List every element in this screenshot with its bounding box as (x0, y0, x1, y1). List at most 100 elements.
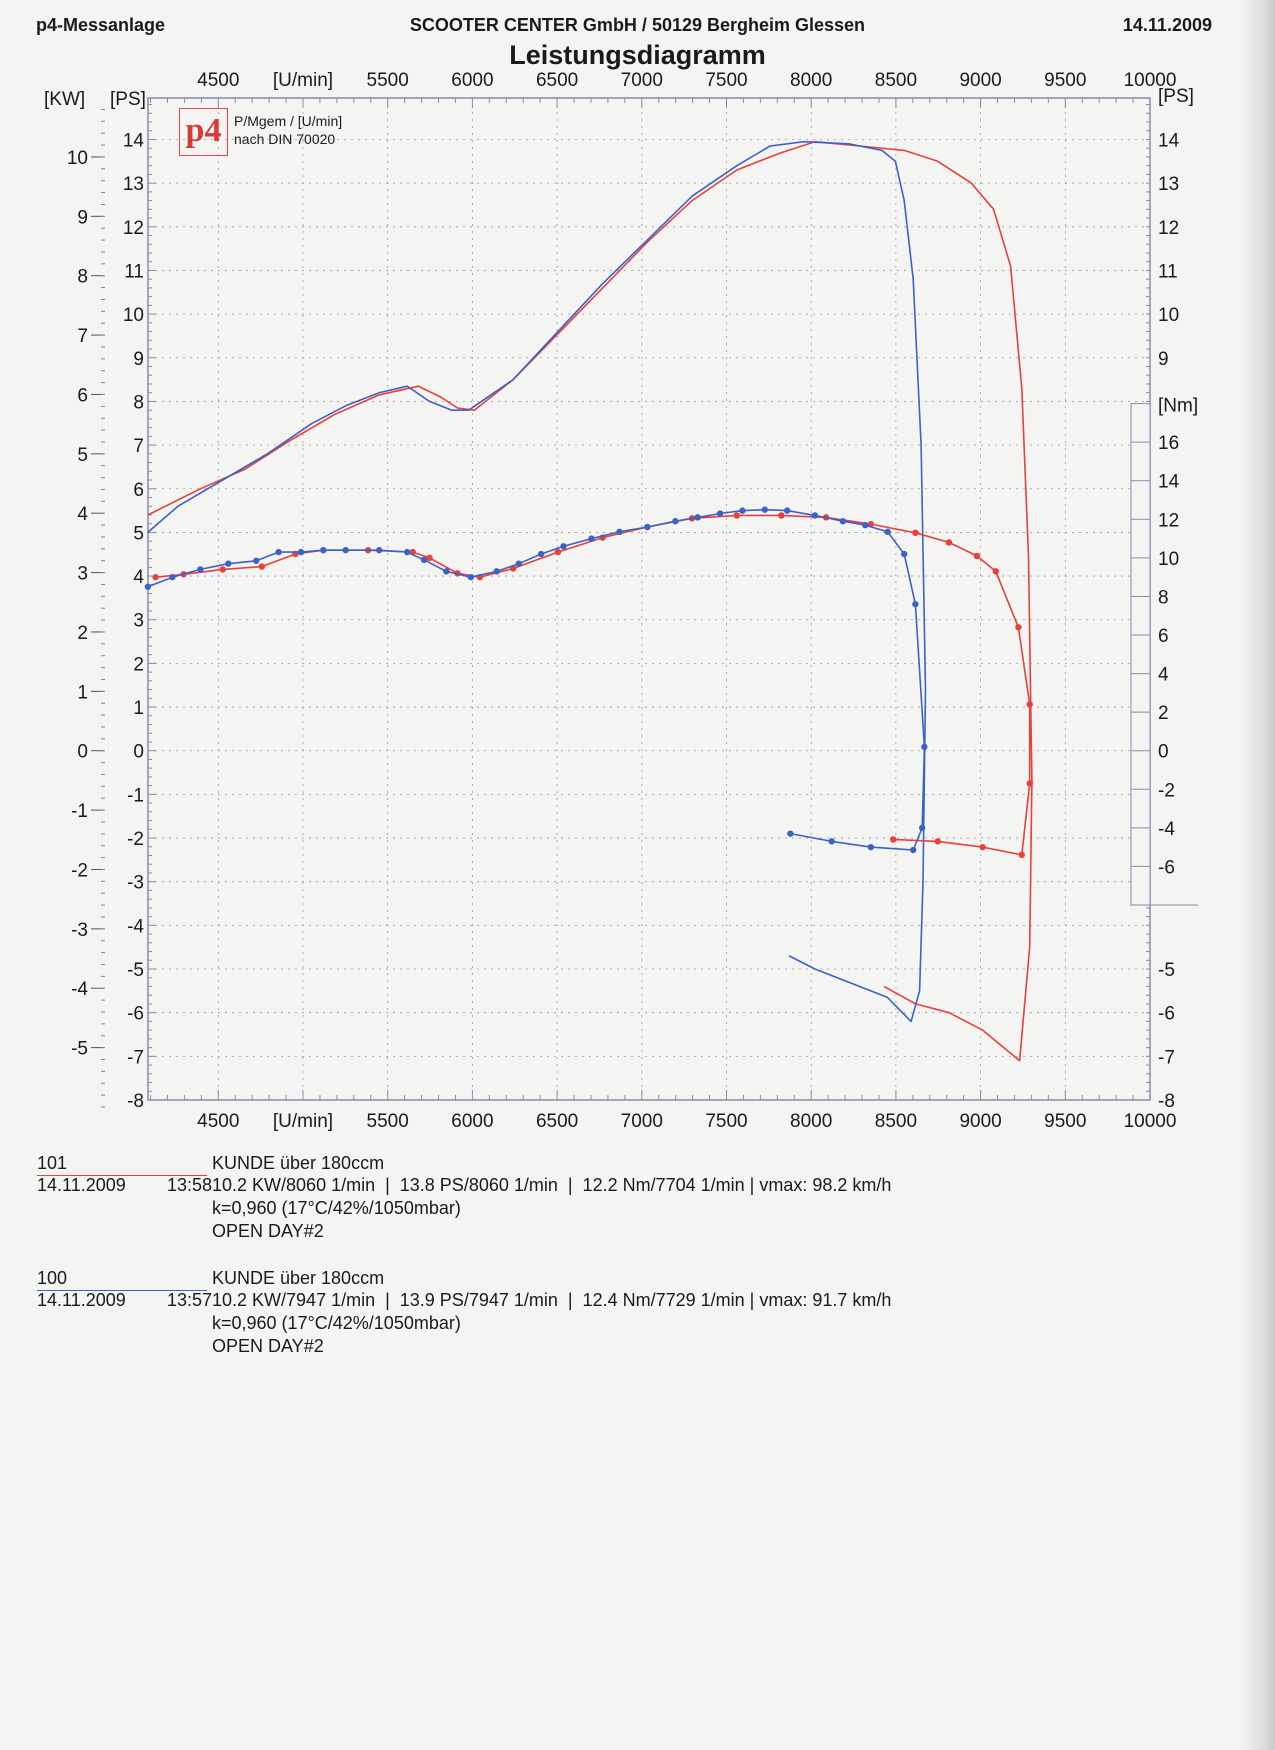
torque-point-100 (867, 843, 875, 851)
ps-tick-label-right: -8 (1158, 1091, 1175, 1112)
kw-tick-label: -3 (71, 920, 88, 941)
x-tick-label-top: 7000 (621, 70, 663, 91)
torque-point-100 (694, 514, 701, 521)
torque-point-100 (918, 824, 926, 832)
torque-point-101 (992, 568, 1000, 575)
series-power-100 (147, 140, 927, 1023)
torque-point-100 (376, 546, 383, 554)
kw-axis-label: [KW] (44, 89, 85, 110)
torque-point-100 (739, 507, 746, 514)
nm-tick-label: 12 (1158, 510, 1179, 531)
ps-tick-label-left: -4 (127, 916, 144, 937)
torque-point-100 (275, 548, 282, 556)
x-tick-label-top: 10000 (1124, 70, 1177, 91)
torque-point-100 (443, 568, 450, 575)
ps-tick-label-right: -6 (1158, 1004, 1175, 1025)
kw-tick-label: 7 (77, 326, 88, 347)
torque-point-101 (733, 512, 741, 519)
torque-point-101 (778, 512, 785, 519)
x-tick-label-bottom: 6000 (451, 1111, 493, 1132)
run-conditions: k=0,960 (17°C/42%/1050mbar) (212, 1198, 461, 1218)
run-id: 100 (37, 1268, 68, 1288)
torque-point-100 (467, 573, 475, 581)
torque-point-100 (901, 550, 908, 558)
nm-axis-box (1130, 403, 1151, 906)
header-date: 14.11.2009 (1122, 15, 1212, 35)
ps-tick-label-left: 2 (133, 654, 144, 675)
x-tick-label-top: 9500 (1044, 70, 1086, 91)
kw-tick-label: 8 (77, 267, 88, 288)
torque-point-101 (426, 554, 433, 562)
run-time: 13:58 (167, 1175, 213, 1195)
torque-point-101 (258, 563, 266, 570)
ps-tick-label-left: -3 (127, 873, 144, 894)
torque-point-100 (839, 518, 847, 525)
nm-tick-label: 0 (1158, 742, 1169, 763)
ps-tick-label-right: 13 (1158, 174, 1179, 195)
kw-tick-label: -5 (71, 1039, 88, 1060)
nm-tick-label: 14 (1158, 472, 1180, 493)
torque-point-100 (169, 573, 176, 581)
x-tick-label-top: 7500 (705, 70, 747, 91)
torque-point-101 (945, 539, 953, 546)
run-color-line (37, 1175, 207, 1176)
kw-tick-label: 0 (77, 742, 88, 763)
p4-logo: p4 (179, 108, 228, 156)
run-name: KUNDE über 180ccm (212, 1268, 385, 1288)
nm-tick-label: 2 (1158, 703, 1169, 724)
ps-tick-label-left: -2 (127, 829, 144, 850)
kw-tick-label: -1 (71, 801, 88, 822)
torque-point-100 (320, 546, 327, 554)
torque-point-100 (811, 512, 819, 519)
x-tick-label-top: 8500 (875, 70, 917, 91)
run-id: 101 (37, 1153, 68, 1173)
torque-point-101 (1026, 701, 1033, 708)
scan-edge-shadow (1239, 0, 1275, 1750)
chart-title: Leistungsdiagramm (509, 40, 766, 70)
torque-point-100 (644, 523, 651, 531)
ps-tick-label-left: -1 (127, 785, 144, 806)
torque-point-100 (884, 528, 891, 536)
torque-point-100 (297, 548, 305, 556)
torque-point-100 (537, 550, 545, 558)
ps-tick-label-left: -7 (127, 1047, 144, 1068)
x-tick-label-top: 6500 (536, 70, 578, 91)
header-left: p4-Messanlage (36, 15, 166, 35)
run-note: OPEN DAY#2 (212, 1336, 324, 1356)
ps-tick-label-right: 12 (1158, 218, 1179, 239)
ps-tick-label-left: 10 (123, 305, 144, 326)
x-tick-label-bottom: 9500 (1044, 1111, 1086, 1132)
nm-tick-label: 4 (1158, 665, 1169, 686)
nm-tick-label: -2 (1158, 780, 1175, 801)
torque-point-101 (1026, 780, 1033, 787)
run-name: KUNDE über 180ccm (212, 1153, 385, 1173)
torque-point-100 (787, 830, 794, 837)
ps-tick-label-left: 8 (133, 392, 144, 413)
ps-tick-label-right: 11 (1158, 261, 1178, 282)
ps-tick-label-left: 1 (133, 698, 144, 719)
ps-tick-label-left: 4 (133, 567, 144, 588)
ps-tick-label-left: 0 (133, 742, 144, 763)
header-company: SCOOTER CENTER GmbH / 50129 Bergheim Gle… (409, 15, 866, 35)
x-tick-label-bottom: 10000 (1124, 1111, 1177, 1132)
ps-tick-label-left: 14 (123, 130, 145, 151)
run-time: 13:57 (167, 1290, 213, 1310)
run-note: OPEN DAY#2 (212, 1221, 324, 1241)
legend-line1: P/Mgem / [U/min] (234, 113, 343, 129)
series-power-101 (147, 140, 1033, 1062)
ps-tick-label-left: 13 (123, 174, 144, 195)
ps-axis-label-right: [PS] (1158, 86, 1194, 107)
torque-point-100 (420, 556, 428, 564)
x-tick-label-top: 5500 (367, 70, 409, 91)
torque-point-100 (560, 543, 567, 550)
torque-point-100 (616, 528, 623, 536)
kw-tick-label: -2 (71, 860, 88, 881)
torque-point-100 (197, 566, 204, 573)
kw-tick-label: 3 (77, 564, 88, 585)
ps-tick-label-left: 3 (133, 611, 144, 632)
kw-tick-label: 5 (77, 445, 88, 466)
ps-tick-label-right: 14 (1158, 130, 1180, 151)
series-torque-101 (155, 514, 1031, 856)
x-tick-label-top: 9000 (959, 70, 1001, 91)
torque-point-100 (225, 560, 232, 567)
